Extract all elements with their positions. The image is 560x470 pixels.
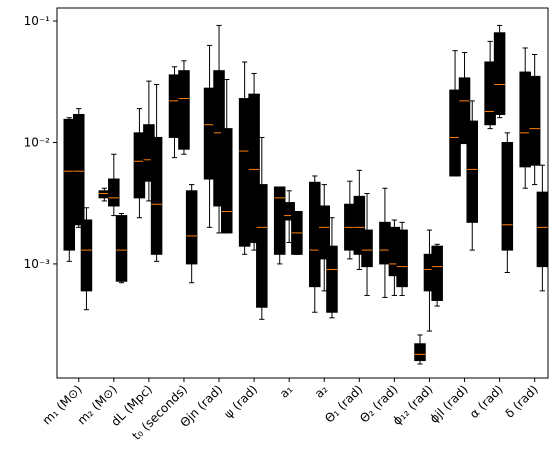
box: [501, 141, 514, 251]
box: [63, 118, 76, 251]
box: [449, 89, 461, 177]
box: [326, 245, 338, 313]
box: [361, 229, 373, 268]
box: [379, 221, 391, 265]
x-tick-label: Θ₁ (rad): [322, 382, 365, 425]
box: [150, 136, 163, 255]
box: [414, 343, 426, 362]
box: [353, 195, 366, 255]
box: [178, 70, 190, 150]
x-tick-label: a₂: [312, 382, 331, 401]
box: [115, 215, 128, 282]
box: [493, 32, 506, 115]
box: [273, 186, 286, 255]
box: [203, 87, 216, 180]
box: [431, 245, 443, 301]
y-tick-label: 10⁻²: [24, 135, 51, 149]
box: [238, 98, 251, 247]
box: [98, 190, 111, 199]
box: [528, 75, 541, 166]
y-tick-label: 10⁻³: [24, 257, 51, 271]
y-tick-label: 10⁻¹: [24, 14, 51, 28]
box: [484, 61, 496, 126]
x-tick-label: ψ (rad): [221, 382, 260, 421]
box: [72, 113, 85, 226]
box: [318, 205, 331, 260]
box: [458, 77, 471, 145]
x-tick-label: ϕjl (rad): [427, 382, 471, 426]
box: [168, 74, 181, 138]
box: [256, 184, 268, 308]
box: [185, 190, 198, 265]
box: [248, 93, 260, 244]
box: [466, 120, 479, 223]
box: [220, 128, 233, 234]
box: [536, 191, 549, 268]
box: [519, 71, 531, 168]
x-tick-label: α (rad): [467, 382, 506, 421]
box: [108, 178, 120, 207]
x-tick-label: δ (rad): [502, 382, 540, 420]
box: [133, 132, 146, 199]
box: [80, 219, 93, 292]
box: [396, 229, 408, 288]
box: [309, 181, 321, 288]
x-tick-label: a₁: [277, 382, 296, 401]
